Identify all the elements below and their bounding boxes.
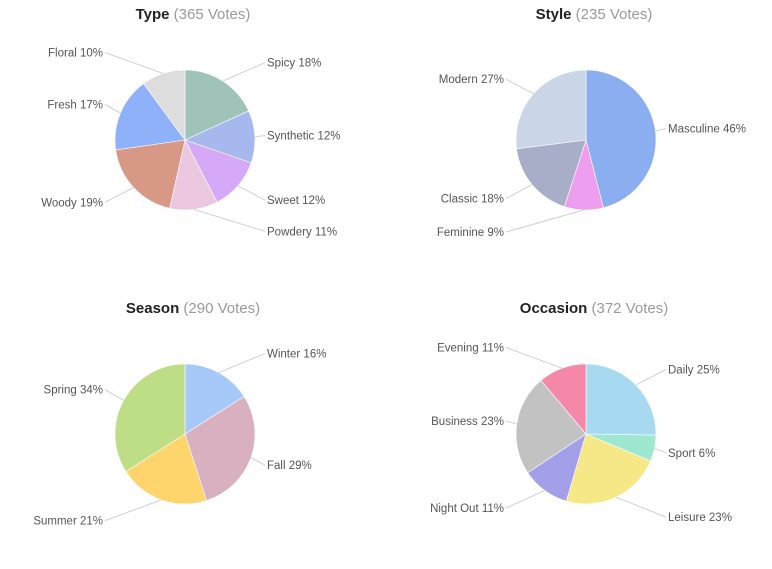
slice-label-woody: Woody 19% [41,197,103,209]
slice-label-winter: Winter 16% [267,348,326,360]
slice-leader-line [505,347,563,369]
slice-label-business: Business 23% [431,416,504,428]
slice-label-leisure: Leisure 23% [668,512,732,524]
chart-title: Season (290 Votes) [0,300,386,317]
slice-leader-line [104,104,121,114]
slice-label-synthetic: Synthetic 12% [267,131,341,143]
slice-leader-line [104,52,164,74]
chart-vote-count: (372 Votes) [591,300,669,317]
slice-leader-line [104,389,124,401]
slice-leader-line [615,496,667,518]
slice-leader-line [505,209,584,233]
slice-leader-line [654,447,667,454]
slice-leader-line [237,185,266,201]
slice-label-classic: Classic 18% [441,194,504,206]
pie-slice-modern[interactable] [515,69,587,150]
slice-label-sport: Sport 6% [668,448,715,460]
slice-leader-line [218,352,266,374]
chart-vote-count: (365 Votes) [173,6,251,23]
slice-leader-line [104,187,134,203]
pie-chart-type: Spicy 18% Synthetic 12% Sweet 12% Powdery 1… [41,48,341,239]
chart-vote-count: (235 Votes) [575,6,653,23]
chart-title-name: Style [535,6,572,23]
chart-vote-count: (290 Votes) [183,300,261,317]
slice-leader-line [193,208,266,232]
slice-label-daily: Daily 25% [668,364,720,376]
slice-label-fresh: Fresh 17% [47,99,103,111]
slice-label-modern: Modern 27% [439,74,504,86]
chart-style: Style (235 Votes) Masculine 46% Feminine … [401,0,772,275]
pie-slice-floral[interactable] [143,69,186,141]
slice-label-night-out: Night Out 11% [430,503,504,515]
chart-title: Occasion (372 Votes) [401,300,772,317]
slice-label-evening: Evening 11% [437,343,504,355]
slice-leader-line [222,62,266,82]
pie-slice-winter[interactable] [184,363,245,435]
chart-title-name: Season [125,300,180,317]
slice-leader-line [250,457,266,466]
pie-slice-leisure[interactable] [565,433,651,505]
pie-slice-fresh[interactable] [114,83,186,151]
slice-leader-line [505,489,545,509]
slice-leader-line [254,135,266,138]
pie-slice-daily[interactable] [585,363,657,436]
slice-leader-line [505,420,517,425]
slice-leader-line [635,369,667,386]
pie-slice-summer[interactable] [125,433,208,505]
slice-leader-line [505,78,534,95]
chart-title-name: Occasion [519,300,588,317]
slice-label-masculine: Masculine 46% [668,123,746,135]
pie-slice-woody[interactable] [115,139,186,209]
slice-label-floral: Floral 10% [48,48,103,60]
pie-slice-fall[interactable] [184,396,256,501]
slice-leader-line [104,499,162,522]
chart-title-name: Type [135,6,170,23]
slice-leader-line [505,184,533,200]
chart-type: Type (365 Votes) Spicy 18% Synthetic 12% S… [0,0,386,275]
slice-label-feminine: Feminine 9% [437,227,504,239]
chart-title: Type (365 Votes) [0,6,386,23]
slice-label-spicy: Spicy 18% [267,58,321,70]
pie-slice-business[interactable] [515,379,587,474]
chart-title: Style (235 Votes) [401,6,772,23]
slice-leader-line [655,128,667,132]
pie-chart-occasion: Daily 25% Sport 6% Leisure 23% Night Out 11… [430,343,732,525]
chart-season: Season (290 Votes) Winter 16% Fall 29% Sum… [0,294,386,569]
pie-chart-season: Winter 16% Fall 29% Summer 21% Spring 34% [33,348,326,528]
slice-label-fall: Fall 29% [267,460,312,472]
slice-label-summer: Summer 21% [33,516,103,528]
slice-label-sweet: Sweet 12% [267,195,325,207]
slice-label-powdery: Powdery 11% [267,226,337,238]
chart-occasion: Occasion (372 Votes) Daily 25% Sport 6% Le… [401,294,772,569]
slice-label-spring: Spring 34% [44,385,103,397]
pie-chart-style: Masculine 46% Feminine 9% Classic 18% Moder… [437,69,746,239]
